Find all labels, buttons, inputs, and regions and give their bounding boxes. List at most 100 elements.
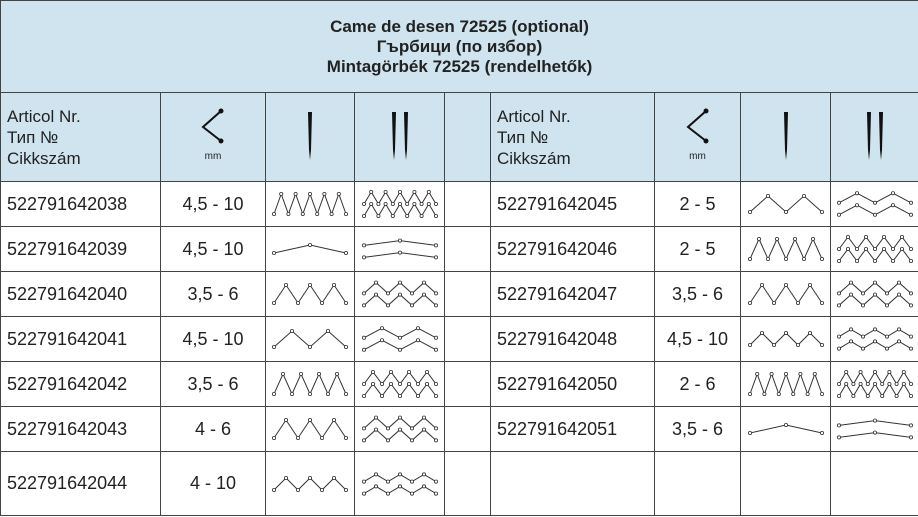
article-number: 522791642042 [1, 362, 161, 407]
single-pattern [741, 317, 831, 362]
title-line: Came de desen 72525 (optional) [7, 17, 912, 37]
single-pattern [266, 227, 355, 272]
width-icon: mm [161, 107, 265, 167]
double-pattern [355, 452, 445, 516]
double-pattern [831, 407, 918, 452]
single-pattern [266, 272, 355, 317]
icon [833, 364, 917, 404]
single-pattern [741, 407, 831, 452]
gap [445, 407, 491, 452]
title-line: Mintagörbék 72525 (rendelhetők) [7, 57, 912, 77]
single-needle-header [266, 93, 355, 182]
double-pattern [355, 227, 445, 272]
single-pattern [266, 452, 355, 516]
double-pattern [831, 317, 918, 362]
empty-cell [831, 452, 918, 516]
icon [744, 274, 828, 314]
article-number: 522791642044 [1, 452, 161, 516]
article-number: 522791642043 [1, 407, 161, 452]
stitch-width: 4,5 - 10 [161, 227, 266, 272]
article-number: 522791642039 [1, 227, 161, 272]
icon [385, 108, 415, 166]
column-header-line: Тип № [7, 127, 154, 148]
column-header-line: Тип № [497, 127, 648, 148]
icon [300, 108, 320, 166]
width-header: mm [161, 93, 266, 182]
title-line: Гърбици (по избор) [7, 37, 912, 57]
gap [445, 317, 491, 362]
icon [358, 409, 442, 449]
icon [833, 229, 917, 269]
icon [833, 184, 917, 224]
unit-label: mm [161, 151, 265, 162]
article-number: 522791642047 [491, 272, 655, 317]
icon [268, 364, 352, 404]
icon [268, 409, 352, 449]
article-number: 522791642046 [491, 227, 655, 272]
article-number: 522791642051 [491, 407, 655, 452]
stitch-width: 4 - 10 [161, 452, 266, 516]
stitch-width: 3,5 - 6 [655, 272, 741, 317]
article-number: 522791642041 [1, 317, 161, 362]
double-pattern [831, 362, 918, 407]
icon [268, 274, 352, 314]
stitch-width: 4,5 - 10 [655, 317, 741, 362]
double-pattern [831, 182, 918, 227]
icon [358, 184, 442, 224]
icon [358, 464, 442, 504]
icon [744, 184, 828, 224]
stitch-width: 2 - 5 [655, 227, 741, 272]
icon [358, 274, 442, 314]
gap [445, 362, 491, 407]
gap [445, 227, 491, 272]
icon [268, 319, 352, 359]
gap [445, 93, 491, 182]
article-number: 522791642050 [491, 362, 655, 407]
column-header-line: Articol Nr. [497, 106, 648, 127]
stitch-width: 2 - 6 [655, 362, 741, 407]
single-pattern [741, 227, 831, 272]
icon [833, 319, 917, 359]
single-pattern [266, 182, 355, 227]
icon [833, 274, 917, 314]
icon [744, 364, 828, 404]
column-header-line: Articol Nr. [7, 106, 154, 127]
icon [833, 409, 917, 449]
icon [268, 184, 352, 224]
double-pattern [355, 182, 445, 227]
icon [776, 108, 796, 166]
double-pattern [831, 272, 918, 317]
double-pattern [355, 407, 445, 452]
empty-cell [491, 452, 655, 516]
stitch-width: 3,5 - 6 [161, 272, 266, 317]
column-header-line: Cikkszám [497, 148, 648, 169]
single-pattern [741, 362, 831, 407]
single-pattern [741, 182, 831, 227]
double-needle-header [355, 93, 445, 182]
double-pattern [355, 317, 445, 362]
icon [268, 464, 352, 504]
stitch-width: 4 - 6 [161, 407, 266, 452]
icon [268, 229, 352, 269]
stitch-width: 2 - 5 [655, 182, 741, 227]
icon [358, 229, 442, 269]
article-number: 522791642048 [491, 317, 655, 362]
article-number: 522791642038 [1, 182, 161, 227]
double-pattern [355, 362, 445, 407]
icon [744, 409, 828, 449]
single-pattern [266, 362, 355, 407]
stitch-width: 4,5 - 10 [161, 317, 266, 362]
title-cell: Came de desen 72525 (optional)Гърбици (п… [1, 1, 918, 93]
single-pattern [266, 407, 355, 452]
double-pattern [831, 227, 918, 272]
icon [860, 108, 890, 166]
